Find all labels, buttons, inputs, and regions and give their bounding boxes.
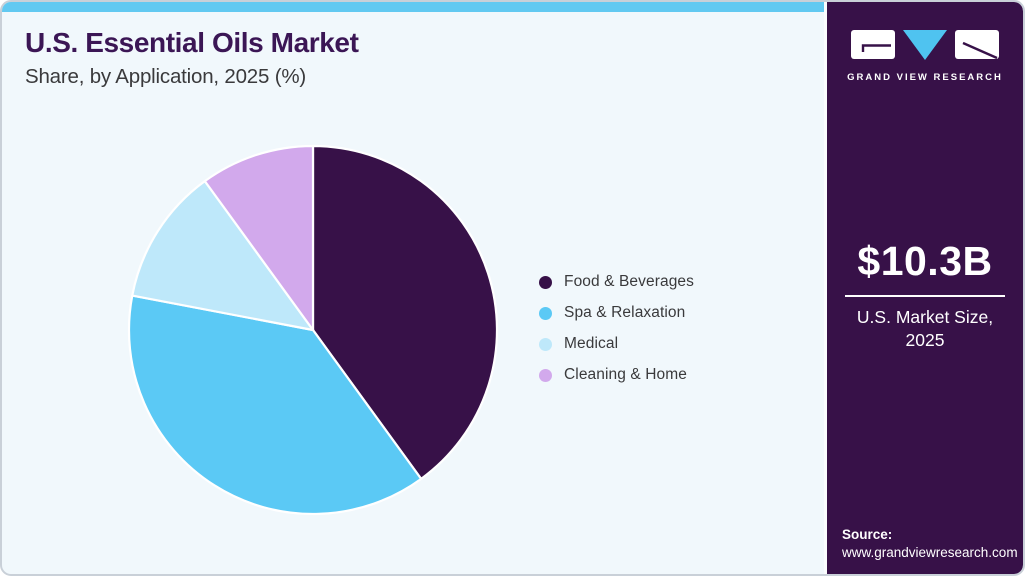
pie-svg bbox=[127, 144, 499, 516]
chart-legend: Food & Beverages Spa & Relaxation Medical C… bbox=[539, 272, 694, 385]
source-label: Source: bbox=[842, 527, 893, 542]
legend-item: Cleaning & Home bbox=[539, 365, 694, 385]
market-size-value: $10.3B bbox=[857, 238, 993, 284]
legend-marker-icon bbox=[539, 368, 552, 382]
brand-name: GRAND VIEW RESEARCH bbox=[847, 72, 1003, 83]
page-title: U.S. Essential Oils Market bbox=[25, 27, 359, 58]
legend-item: Medical bbox=[539, 334, 694, 354]
pie-slice-cleaning-home bbox=[203, 144, 315, 332]
legend-marker-icon bbox=[539, 306, 552, 320]
legend-label: Cleaning & Home bbox=[564, 366, 687, 383]
legend-item: Spa & Relaxation bbox=[539, 303, 694, 323]
source-url: www.grandviewresearch.com bbox=[842, 545, 1018, 560]
chart-header: U.S. Essential Oils Market Share, by App… bbox=[25, 27, 359, 89]
legend-label: Food & Beverages bbox=[564, 273, 694, 290]
gvr-logo-icon bbox=[851, 30, 999, 60]
accent-bar bbox=[2, 2, 826, 12]
pie-slice-spa-relaxation bbox=[127, 294, 423, 516]
divider bbox=[845, 295, 1005, 297]
legend-item: Food & Beverages bbox=[539, 272, 694, 292]
pie-chart bbox=[123, 140, 503, 520]
legend-marker-icon bbox=[539, 337, 552, 351]
pie-slice-food-beverages bbox=[311, 144, 499, 480]
market-size-label: U.S. Market Size, 2025 bbox=[856, 307, 994, 350]
page-subtitle: Share, by Application, 2025 (%) bbox=[25, 64, 306, 88]
pie-slice-medical bbox=[131, 180, 315, 332]
market-size-callout: $10.3B U.S. Market Size, 2025 bbox=[827, 238, 1023, 352]
gvr-logo: GRAND VIEW RESEARCH bbox=[827, 28, 1023, 83]
legend-label: Spa & Relaxation bbox=[564, 304, 686, 321]
legend-label: Medical bbox=[564, 335, 619, 352]
source-attribution: Source: www.grandviewresearch.com bbox=[842, 527, 1018, 560]
legend-marker-icon bbox=[539, 275, 552, 289]
brand-sidebar: GRAND VIEW RESEARCH $10.3B U.S. Market S… bbox=[824, 2, 1023, 574]
